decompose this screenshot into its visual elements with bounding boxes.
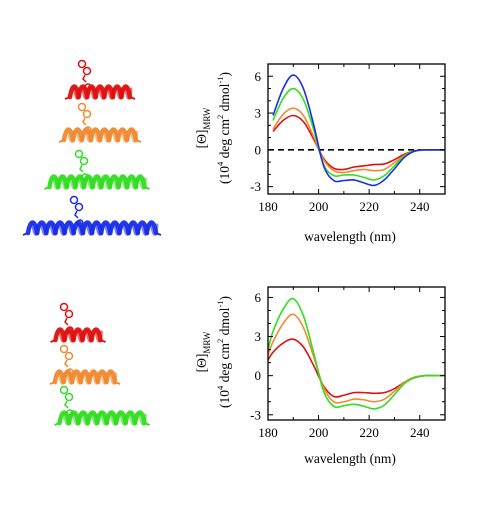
alpha-helix-ribbon: [50, 327, 106, 343]
x-tick-label: 180: [258, 425, 278, 440]
series-line-orange: [267, 313, 445, 404]
y-tick-label: 6: [255, 69, 262, 84]
alpha-helix-ribbon: [64, 84, 136, 100]
series-group-top: [268, 74, 445, 187]
y-label-main: [Θ]: [194, 130, 209, 149]
alpha-helix-ribbon: [54, 410, 150, 426]
svg-text:[Θ]MRW: [Θ]MRW: [194, 331, 212, 372]
alpha-helix-ribbon: [22, 220, 162, 236]
y-axis-label-bottom: [Θ]MRW (104 deg cm2 dmol-1): [194, 296, 232, 408]
y-tick-label: -3: [250, 407, 261, 422]
orange-helix-peptide: [58, 102, 142, 143]
series-group-bottom: [267, 297, 445, 410]
structures-top-panel: [22, 59, 162, 236]
svg-text:(104 deg cm2 dmol-1): (104 deg cm2 dmol-1): [215, 296, 232, 408]
series-line-green: [267, 297, 445, 410]
plot-frame: [267, 63, 446, 195]
red-helix-peptide: [64, 59, 136, 100]
x-tick-label: 220: [359, 199, 379, 214]
y-tick-label: -3: [250, 179, 261, 194]
y-tick-label: 6: [255, 290, 262, 305]
series-line-red: [267, 338, 445, 398]
x-tick-label: 240: [410, 425, 430, 440]
axes-top: 180 200 220 240 -3 0 3 6: [250, 63, 446, 214]
cd-spectrum-top: 180 200 220 240 -3 0 3 6 wavelength (nm) [Θ]MRW…: [194, 63, 446, 244]
orange-helix-peptide: [49, 344, 121, 385]
cd-spectrum-bottom: 180 200 220 240 -3 0 3 6 wavelength (nm) [Θ]MRW…: [194, 286, 446, 466]
plot-frame: [267, 286, 446, 421]
x-tick-label: 200: [309, 425, 329, 440]
x-axis-label-top: wavelength (nm): [304, 229, 396, 244]
series-line-blue: [272, 74, 445, 187]
y-tick-label: 3: [255, 106, 262, 121]
svg-text:(104 deg cm2 dmol-1): (104 deg cm2 dmol-1): [215, 72, 232, 184]
green-helix-peptide: [54, 385, 150, 426]
alpha-helix-ribbon: [49, 369, 121, 385]
red-helix-peptide: [50, 302, 106, 343]
alpha-helix-ribbon: [44, 174, 150, 190]
axes-bottom: 180 200 220 240 -3 0 3 6: [250, 286, 446, 440]
y-axis-label-top: [Θ]MRW (104 deg cm2 dmol-1): [194, 72, 232, 184]
x-tick-label: 220: [359, 425, 379, 440]
y-label-sub: MRW: [202, 107, 212, 130]
blue-helix-peptide: [22, 195, 162, 236]
alpha-helix-ribbon: [58, 127, 142, 143]
structures-bottom-panel: [49, 302, 150, 426]
series-line-red: [272, 114, 445, 171]
y-tick-label: 0: [255, 142, 262, 157]
green-helix-peptide: [44, 149, 150, 190]
y-tick-label: 0: [255, 368, 262, 383]
x-axis-label-bottom: wavelength (nm): [304, 451, 396, 466]
y-tick-label: 3: [255, 329, 262, 344]
svg-text:[Θ]MRW: [Θ]MRW: [194, 107, 212, 148]
x-tick-label: 200: [309, 199, 329, 214]
x-tick-label: 240: [410, 199, 430, 214]
x-tick-label: 180: [258, 199, 278, 214]
